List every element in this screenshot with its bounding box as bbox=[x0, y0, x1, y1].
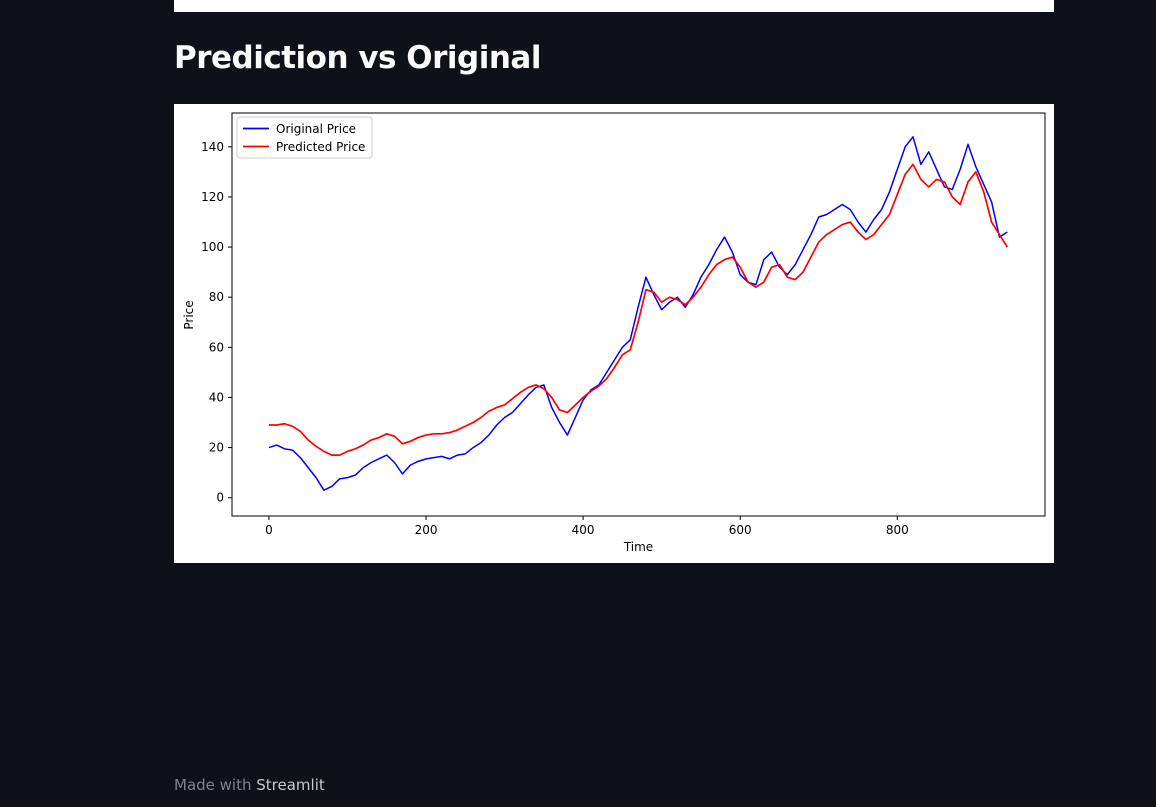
y-tick-label: 80 bbox=[209, 290, 224, 304]
legend-label-predicted: Predicted Price bbox=[276, 140, 365, 154]
streamlit-link[interactable]: Streamlit bbox=[256, 776, 325, 794]
y-tick-label: 120 bbox=[201, 190, 224, 204]
previous-chart-strip bbox=[174, 0, 1054, 12]
series-line-predicted-price bbox=[268, 163, 1009, 456]
series-lines bbox=[268, 136, 1009, 491]
series-line-original-price bbox=[268, 136, 1008, 491]
y-tick-label: 20 bbox=[209, 441, 224, 455]
y-tick-label: 0 bbox=[216, 491, 224, 505]
page-title: Prediction vs Original bbox=[174, 40, 541, 76]
legend-box bbox=[236, 116, 373, 159]
legend: Original Price Predicted Price bbox=[236, 116, 373, 159]
x-tick-label: 600 bbox=[729, 523, 752, 537]
y-tick-label: 40 bbox=[209, 390, 224, 404]
footer-prefix: Made with bbox=[174, 776, 252, 794]
x-tick-label: 800 bbox=[886, 523, 909, 537]
legend-label-original: Original Price bbox=[276, 122, 356, 136]
y-tick-label: 60 bbox=[209, 340, 224, 354]
y-axis-ticks: 0 20 40 60 80 100 120 140 bbox=[201, 140, 232, 505]
x-tick-label: 200 bbox=[415, 523, 438, 537]
y-tick-label: 140 bbox=[201, 140, 224, 154]
y-tick-label: 100 bbox=[201, 240, 224, 254]
x-axis-ticks: 0 200 400 600 800 bbox=[265, 516, 909, 537]
plot-frame bbox=[231, 112, 1046, 517]
y-axis-label: Price bbox=[182, 300, 196, 329]
chart-svg: 0 200 400 600 800 0 20 40 60 80 100 120 140 Time Pr… bbox=[182, 112, 1046, 554]
prediction-chart: 0 200 400 600 800 0 20 40 60 80 100 120 140 Time Pr… bbox=[174, 104, 1054, 563]
x-tick-label: 0 bbox=[265, 523, 273, 537]
footer: Made with Streamlit bbox=[174, 776, 325, 794]
x-axis-label: Time bbox=[623, 540, 653, 554]
x-tick-label: 400 bbox=[572, 523, 595, 537]
